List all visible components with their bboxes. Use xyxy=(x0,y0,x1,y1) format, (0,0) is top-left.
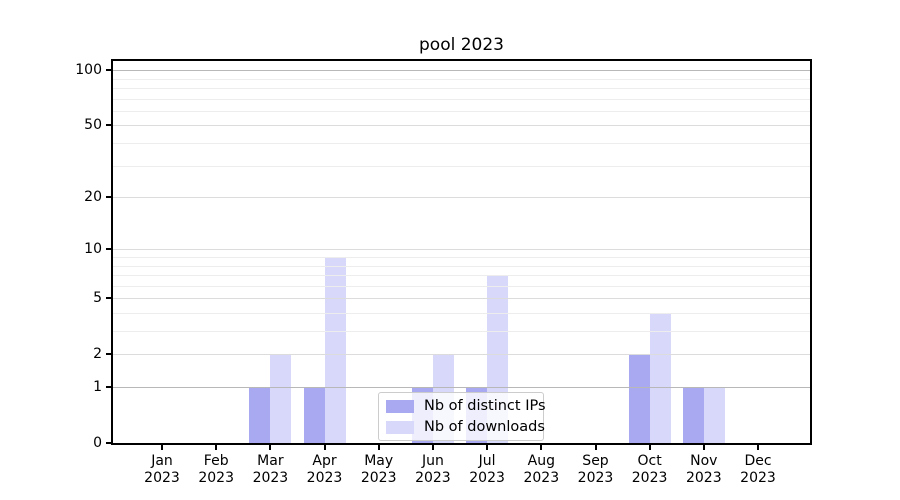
minor-gridline-4 xyxy=(113,312,810,314)
x-tick-mark-dec xyxy=(757,445,759,450)
x-tick-label-feb: Feb 2023 xyxy=(198,453,235,486)
x-tick-label-apr: Apr 2023 xyxy=(306,453,343,486)
x-tick-mark-aug xyxy=(540,445,543,450)
y-tick-label-2: 2 xyxy=(93,346,102,363)
major-gridline-10 xyxy=(113,249,810,251)
x-tick-mark-jul xyxy=(486,445,489,450)
legend-swatch-distinct-ips xyxy=(386,399,414,413)
y-tick-label-100: 100 xyxy=(75,62,102,79)
legend-row-distinct-ips: Nb of distinct IPs xyxy=(386,398,546,414)
bar-nb-of-distinct-ips-nov xyxy=(682,387,704,443)
minor-gridline-90 xyxy=(113,78,810,80)
plot-area xyxy=(111,59,812,445)
minor-gridline-7 xyxy=(113,275,810,276)
major-gridline-2 xyxy=(113,354,810,356)
minor-gridline-60 xyxy=(113,110,810,112)
legend: Nb of distinct IPs Nb of downloads xyxy=(378,392,546,441)
legend-swatch-downloads xyxy=(386,420,414,434)
y-tick-mark-5 xyxy=(106,297,111,300)
x-tick-mark-jan xyxy=(161,445,163,450)
y-tick-label-5: 5 xyxy=(93,290,102,307)
y-tick-label-1: 1 xyxy=(93,379,102,395)
y-tick-mark-50 xyxy=(106,124,111,127)
chart-title: pool 2023 xyxy=(419,35,504,55)
bar-nb-of-distinct-ips-apr xyxy=(303,387,325,443)
x-tick-mark-mar xyxy=(269,445,272,450)
x-tick-mark-apr xyxy=(323,445,326,450)
bar-nb-of-downloads-oct xyxy=(649,312,671,443)
x-tick-label-mar: Mar 2023 xyxy=(252,453,289,486)
legend-label-distinct-ips: Nb of distinct IPs xyxy=(424,398,546,414)
bar-nb-of-distinct-ips-oct xyxy=(628,354,650,443)
major-gridline-100 xyxy=(113,70,810,72)
x-tick-mark-nov xyxy=(702,445,705,450)
bar-nb-of-downloads-mar xyxy=(270,354,292,443)
major-gridline-50 xyxy=(113,125,810,127)
x-tick-mark-oct xyxy=(648,445,651,450)
bar-nb-of-distinct-ips-mar xyxy=(249,387,271,443)
x-tick-mark-feb xyxy=(215,445,218,450)
legend-row-downloads: Nb of downloads xyxy=(386,419,545,435)
x-tick-label-dec: Dec 2023 xyxy=(740,453,776,486)
bar-nb-of-downloads-nov xyxy=(703,387,725,443)
minor-gridline-6 xyxy=(113,285,810,287)
x-tick-mark-sep xyxy=(594,445,597,450)
x-tick-label-may: May 2023 xyxy=(360,453,397,486)
x-tick-label-aug: Aug 2023 xyxy=(523,453,560,486)
minor-gridline-40 xyxy=(113,142,810,144)
bar-nb-of-downloads-apr xyxy=(324,256,346,443)
minor-gridline-30 xyxy=(113,165,810,167)
y-tick-label-20: 20 xyxy=(84,189,102,205)
major-gridline-20 xyxy=(113,197,810,198)
y-tick-label-0: 0 xyxy=(93,435,102,451)
y-tick-mark-10 xyxy=(106,248,111,251)
y-tick-label-50: 50 xyxy=(84,117,102,134)
minor-gridline-70 xyxy=(113,98,810,100)
y-tick-mark-100 xyxy=(106,69,111,72)
x-tick-label-oct: Oct 2023 xyxy=(631,453,668,486)
x-tick-label-jul: Jul 2023 xyxy=(469,453,505,486)
y-tick-label-10: 10 xyxy=(84,241,102,258)
minor-gridline-3 xyxy=(113,331,810,332)
legend-label-downloads: Nb of downloads xyxy=(424,419,545,435)
x-tick-mark-may xyxy=(377,445,380,450)
x-tick-label-nov: Nov 2023 xyxy=(685,453,722,486)
grid-layer xyxy=(113,61,810,443)
x-tick-mark-jun xyxy=(431,445,434,450)
y-tick-mark-20 xyxy=(106,196,111,198)
x-tick-label-jan: Jan 2023 xyxy=(144,453,180,486)
major-gridline-1 xyxy=(113,387,810,388)
y-tick-mark-2 xyxy=(106,353,111,356)
y-tick-mark-1 xyxy=(106,386,111,388)
minor-gridline-9 xyxy=(113,256,810,258)
minor-gridline-8 xyxy=(113,265,810,267)
x-tick-label-sep: Sep 2023 xyxy=(577,453,614,486)
minor-gridline-80 xyxy=(113,87,810,89)
major-gridline-5 xyxy=(113,298,810,300)
x-tick-label-jun: Jun 2023 xyxy=(415,453,451,486)
y-tick-mark-0 xyxy=(106,442,111,444)
